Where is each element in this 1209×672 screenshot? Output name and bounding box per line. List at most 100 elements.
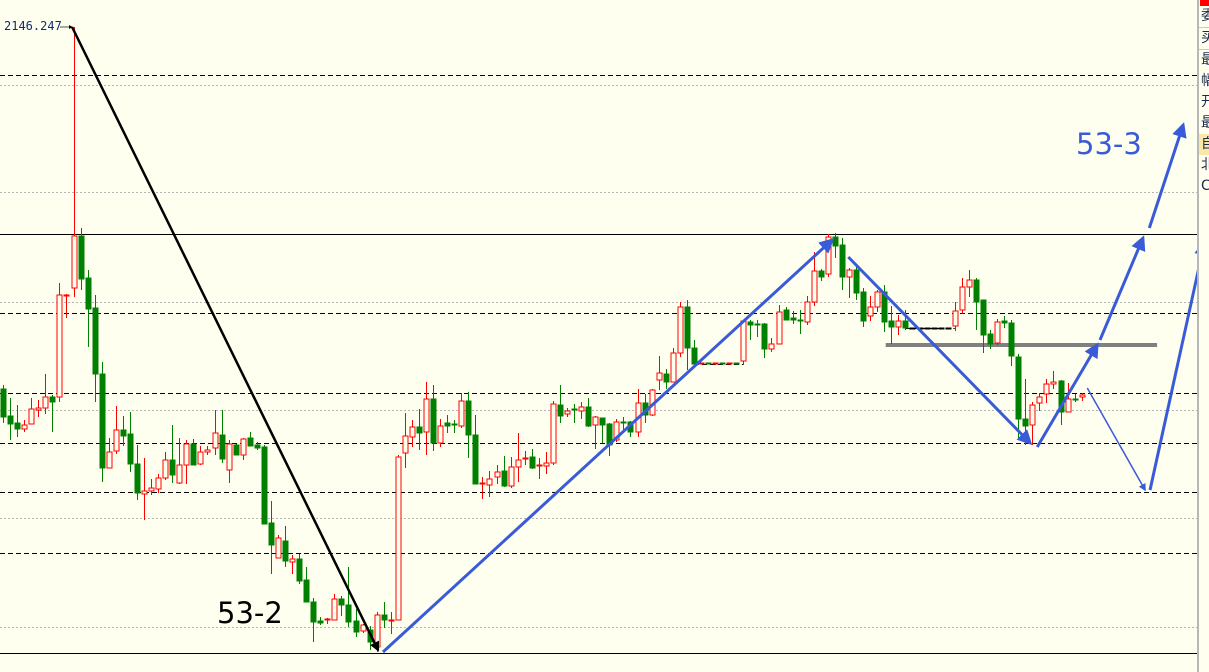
candle [1050,371,1057,389]
candle-body [353,620,360,633]
candle [7,398,14,440]
candle-body [127,433,134,465]
side-row[interactable]: 幅 [1199,71,1209,92]
side-row[interactable]: C [1199,176,1209,197]
candle-body [543,462,550,467]
candle-body [874,291,881,308]
candle [895,315,902,335]
candle-body [56,294,63,398]
candle-body [63,294,70,297]
candle [35,400,42,417]
candle-body [416,426,423,434]
candle-body [691,347,698,365]
candle [465,392,472,458]
candle [106,438,113,469]
candle [479,477,486,499]
candle [437,419,444,447]
candle-body [860,291,867,322]
candle-body [536,464,543,467]
side-row[interactable]: 北 [1199,155,1209,176]
candle-body [1050,381,1057,385]
candle-body [21,424,28,430]
candle [860,288,867,327]
candle [120,416,127,446]
candle [416,409,423,450]
candle [783,307,790,321]
candle-body [169,459,176,476]
side-panel-header [1200,0,1209,6]
candle-body [331,598,338,621]
candle-body [92,307,99,375]
candle [712,362,719,365]
candle-body [212,432,219,449]
candle-body [197,451,204,465]
candle-body [966,279,973,288]
side-row[interactable]: 买 [1199,28,1209,50]
side-row-highlighted[interactable]: 自 [1199,134,1209,155]
candle [959,278,966,314]
candle [71,27,78,297]
blue-trend-arrow [381,237,835,654]
candle [987,330,994,349]
candle [1008,320,1015,366]
candle-body [49,396,56,403]
candle [402,413,409,468]
candle [219,410,226,463]
side-row[interactable]: 开 [1199,92,1209,113]
candle [155,474,162,493]
candle-body [1043,383,1050,395]
candle-body [578,406,585,412]
candle-body [219,434,226,460]
candle [324,618,331,624]
wave-label-53-2: 53-2 [217,596,283,630]
candle-body [141,490,148,495]
candle [395,455,402,621]
candle [888,306,895,344]
candle-body [1029,404,1036,426]
candle-body [134,463,141,494]
candle [303,567,310,603]
candle [1079,393,1086,401]
candle [670,348,677,383]
candle [691,340,698,368]
candle-body [247,437,254,447]
candle [42,374,49,414]
candle [247,432,254,447]
candle-body [1072,398,1079,401]
candle [381,602,388,628]
candle-body [472,434,479,485]
side-row[interactable]: 委 [1199,6,1209,28]
candle [867,296,874,321]
candle-body [747,321,754,326]
candle-body [99,373,106,469]
candle [543,452,550,474]
candle [804,296,811,325]
candle [444,415,451,433]
candle [1058,380,1065,425]
candle-body [684,306,691,349]
candle [317,617,324,625]
candle-body [726,362,733,365]
candle [902,310,909,330]
side-row[interactable]: 最 [1199,50,1209,71]
candle [663,369,670,389]
side-row[interactable]: 最 [1199,113,1209,134]
candle [1065,383,1072,413]
candle [148,479,155,495]
candle-body [959,286,966,311]
candle-body [1015,356,1022,420]
candle [599,417,606,443]
candle-body [409,426,416,438]
candle-body [451,423,458,426]
candle-body [494,471,501,478]
blue-trend-arrow [1098,235,1146,341]
candle-body [338,598,345,606]
candle-body [522,457,529,460]
candle-body [938,327,945,330]
candle-body [1036,396,1043,404]
candle [127,412,134,472]
candle-body [345,604,352,623]
candle-body [303,579,310,603]
candle [924,327,931,330]
candle [853,265,860,300]
